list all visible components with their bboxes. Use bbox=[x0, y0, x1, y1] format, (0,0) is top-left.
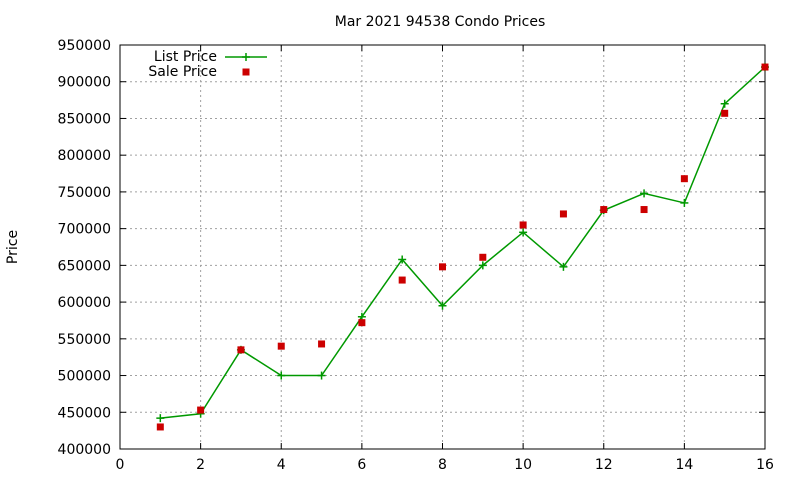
data-point-sale-price bbox=[761, 63, 769, 71]
data-point-sale-price bbox=[277, 342, 285, 350]
data-point-list-price bbox=[640, 189, 649, 198]
legend-label-list-price: List Price bbox=[154, 49, 217, 65]
legend-marker-sale-price bbox=[242, 68, 250, 76]
y-tick-label: 750000 bbox=[58, 185, 111, 201]
legend-marker-list-price bbox=[242, 53, 250, 61]
y-tick-label: 400000 bbox=[58, 442, 111, 458]
x-tick-label: 8 bbox=[438, 457, 447, 473]
legend-label-sale-price: Sale Price bbox=[148, 64, 217, 80]
x-tick-label: 6 bbox=[357, 457, 366, 473]
x-tick-label: 10 bbox=[514, 457, 532, 473]
data-point-sale-price bbox=[640, 206, 648, 214]
grid-layer bbox=[120, 45, 765, 449]
x-tick-label: 12 bbox=[595, 457, 613, 473]
data-point-list-price bbox=[720, 99, 729, 108]
x-tick-label: 14 bbox=[675, 457, 693, 473]
series-layer bbox=[156, 63, 769, 431]
data-point-list-price bbox=[519, 228, 528, 237]
data-point-sale-price bbox=[318, 340, 326, 348]
data-point-sale-price bbox=[559, 210, 567, 218]
x-tick-label: 0 bbox=[116, 457, 125, 473]
data-point-sale-price bbox=[721, 109, 729, 117]
data-point-list-price bbox=[680, 198, 689, 207]
data-point-sale-price bbox=[479, 253, 487, 261]
plot-frame bbox=[119, 44, 766, 450]
series-line-list-price bbox=[160, 66, 766, 419]
chart-title: Mar 2021 94538 Condo Prices bbox=[335, 14, 546, 30]
data-point-sale-price bbox=[398, 276, 406, 284]
legend: List Price Sale Price bbox=[148, 49, 267, 80]
x-tick-label: 2 bbox=[196, 457, 205, 473]
y-tick-label: 550000 bbox=[58, 332, 111, 348]
data-point-list-price bbox=[438, 301, 447, 310]
data-point-sale-price bbox=[237, 346, 245, 354]
data-point-list-price bbox=[156, 414, 165, 423]
x-tick-label: 4 bbox=[277, 457, 286, 473]
y-tick-label: 450000 bbox=[58, 405, 111, 421]
y-tick-label: 650000 bbox=[58, 258, 111, 274]
y-tick-label: 800000 bbox=[58, 148, 111, 164]
y-tick-label: 950000 bbox=[58, 38, 111, 54]
data-point-sale-price bbox=[680, 175, 688, 183]
data-point-sale-price bbox=[358, 319, 366, 327]
data-point-list-price bbox=[398, 255, 407, 264]
y-axis-label: Price bbox=[5, 230, 21, 264]
data-point-sale-price bbox=[439, 263, 446, 271]
data-point-list-price bbox=[559, 262, 568, 271]
data-point-sale-price bbox=[156, 423, 164, 431]
y-tick-label: 500000 bbox=[58, 369, 111, 385]
data-point-sale-price bbox=[197, 406, 205, 414]
y-tick-label: 600000 bbox=[58, 295, 111, 311]
data-point-sale-price bbox=[600, 206, 608, 214]
data-point-list-price bbox=[478, 261, 487, 270]
data-point-list-price bbox=[317, 371, 326, 380]
y-tick-label: 850000 bbox=[58, 111, 111, 127]
data-point-list-price bbox=[277, 371, 286, 380]
tick-layer: 400000 450000 500000 550000 600000 650000 7000… bbox=[58, 38, 774, 473]
data-point-sale-price bbox=[519, 221, 527, 229]
y-tick-label: 900000 bbox=[58, 75, 111, 91]
y-tick-label: 700000 bbox=[58, 222, 111, 238]
x-tick-label: 16 bbox=[756, 457, 774, 473]
